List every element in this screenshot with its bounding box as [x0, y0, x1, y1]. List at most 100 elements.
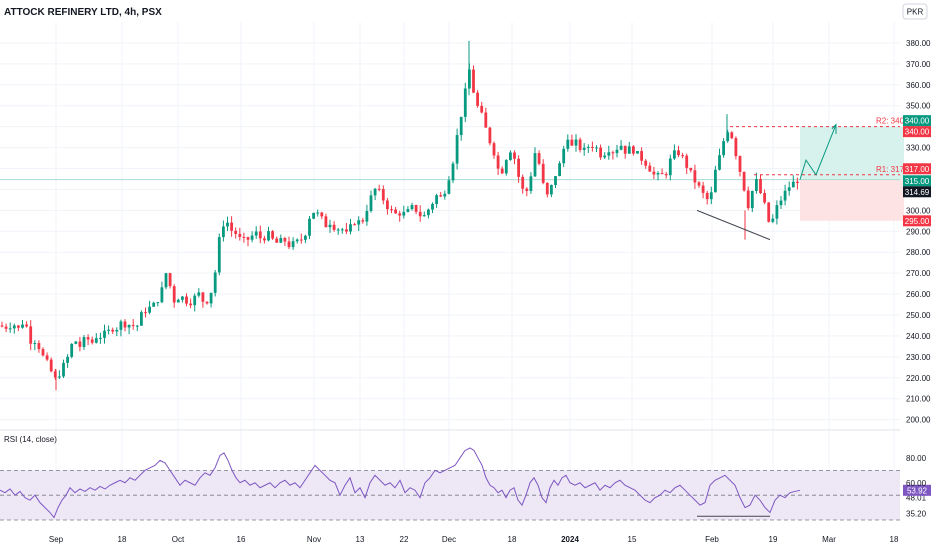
candle — [705, 192, 709, 200]
candle — [168, 273, 172, 287]
candle — [402, 211, 406, 216]
candle — [86, 337, 90, 340]
price-tick-label: 330.00 — [906, 144, 931, 153]
candle — [160, 287, 164, 303]
price-tick-label: 240.00 — [906, 332, 931, 341]
candle — [660, 173, 664, 175]
candle — [750, 191, 754, 209]
candle — [648, 165, 652, 172]
candle — [258, 231, 262, 239]
candle — [599, 147, 602, 158]
price-tick-label: 220.00 — [906, 374, 931, 383]
rsi-pane — [0, 447, 900, 521]
rsi-tick-label: 48.01 — [906, 494, 927, 503]
candle — [369, 195, 373, 211]
candle — [41, 349, 45, 356]
time-axis[interactable]: Sep 18 Oct 16 Nov 13 22 Dec 18 2024 15 Feb 19 Mar 18 — [49, 535, 899, 544]
candle — [119, 321, 123, 330]
candle — [500, 168, 504, 174]
candle — [70, 343, 74, 357]
candle — [58, 376, 61, 378]
candle — [328, 224, 332, 228]
candle — [488, 127, 492, 144]
candle — [181, 296, 184, 300]
trend-line — [696, 209, 771, 241]
candle — [82, 337, 86, 347]
time-tick-label: 15 — [628, 535, 637, 544]
candle — [254, 231, 258, 236]
currency-label: PKR — [907, 8, 924, 17]
price-tick-label: 270.00 — [906, 269, 931, 278]
candle — [562, 148, 566, 164]
candle — [439, 195, 443, 197]
candle — [45, 355, 49, 360]
candle — [640, 151, 643, 161]
candle — [517, 158, 520, 177]
price-tag — [903, 186, 931, 198]
price-tick-label: 250.00 — [906, 311, 931, 320]
candle — [550, 184, 553, 195]
price-axis[interactable]: 200.00 210.00 220.00 230.00 240.00 250.00 260.… — [906, 39, 931, 425]
time-tick-label: Nov — [307, 535, 321, 544]
time-tick-label: 18 — [508, 535, 517, 544]
candle — [99, 337, 102, 339]
candle — [12, 325, 16, 329]
candle — [685, 155, 689, 168]
candle — [533, 153, 537, 177]
price-tag-label: 340.00 — [905, 117, 930, 126]
candle — [135, 325, 139, 327]
projection-arrow — [799, 124, 837, 180]
candle — [472, 69, 475, 93]
candle — [127, 324, 131, 328]
candle — [144, 312, 147, 314]
candle — [381, 189, 385, 201]
currency-badge[interactable]: PKR — [902, 3, 928, 20]
candle — [484, 112, 488, 128]
candle — [607, 152, 611, 156]
candle — [148, 306, 151, 313]
candle — [414, 205, 418, 212]
candle — [656, 173, 660, 175]
candle — [94, 338, 98, 343]
price-tick-label: 370.00 — [906, 60, 931, 69]
price-tick-label: 350.00 — [906, 102, 931, 111]
candle — [726, 132, 730, 142]
candle — [619, 145, 623, 150]
candle — [242, 236, 246, 238]
candle — [299, 239, 303, 241]
candle — [156, 302, 160, 304]
level-r1-label: R1: 317 — [876, 165, 905, 174]
candle — [480, 105, 484, 113]
candle — [422, 215, 426, 217]
candle — [238, 233, 242, 237]
candle — [332, 224, 336, 230]
candle — [353, 224, 356, 226]
candles — [0, 40, 799, 391]
candle — [234, 230, 238, 234]
grid — [0, 22, 900, 520]
candle — [21, 324, 24, 328]
candle — [463, 88, 467, 117]
candle — [443, 193, 447, 197]
time-tick-label: 22 — [400, 535, 409, 544]
candle — [623, 145, 627, 154]
candle — [373, 188, 377, 196]
candle — [787, 187, 791, 191]
candle — [295, 239, 299, 242]
candle — [455, 135, 459, 164]
candle — [677, 150, 680, 156]
candle — [304, 235, 307, 240]
candle — [664, 174, 668, 176]
candle — [246, 237, 250, 240]
candle — [714, 169, 717, 193]
candle — [746, 190, 750, 209]
candle — [504, 160, 508, 174]
price-tick-label: 280.00 — [906, 248, 931, 257]
price-tag — [903, 175, 931, 187]
price-tick-label: 260.00 — [906, 290, 931, 299]
candle — [775, 205, 779, 219]
candle — [418, 211, 422, 217]
candle — [541, 163, 545, 183]
